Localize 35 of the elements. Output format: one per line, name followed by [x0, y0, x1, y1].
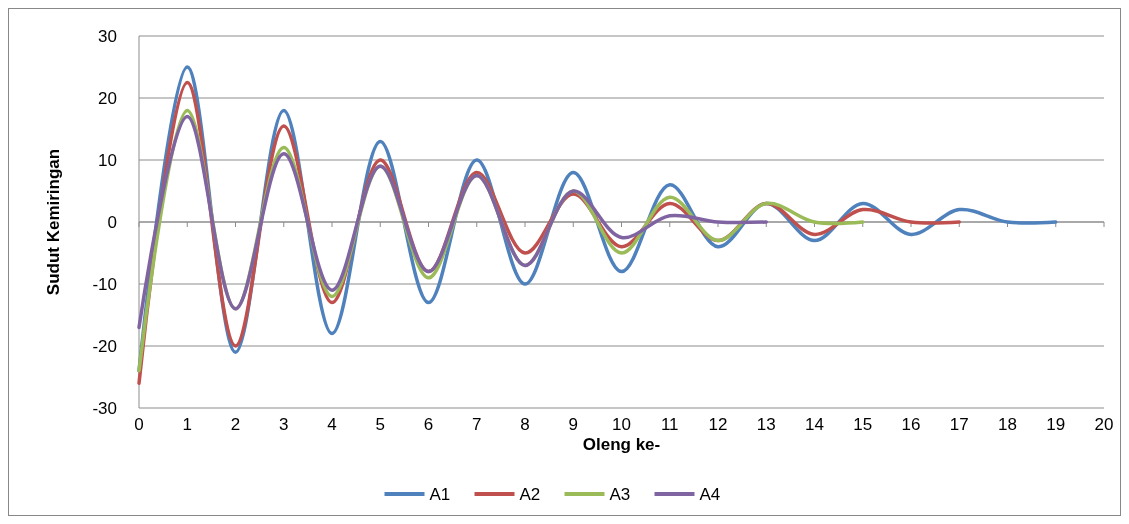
- x-tick-label: 6: [423, 415, 434, 434]
- x-tick-label: 17: [949, 415, 969, 434]
- y-tick-label: 0: [107, 213, 117, 232]
- x-tick-label: 19: [1046, 415, 1066, 434]
- x-tick-label: 11: [660, 415, 679, 434]
- x-tick-label: 5: [375, 415, 385, 434]
- x-tick-label: 18: [998, 415, 1017, 434]
- legend-label: A2: [519, 485, 541, 504]
- x-tick-label: 15: [853, 415, 873, 434]
- x-tick-label: 12: [708, 415, 728, 434]
- x-tick-label: 1: [182, 415, 192, 434]
- x-tick-label: 13: [756, 415, 776, 434]
- legend-label: A3: [609, 485, 631, 504]
- y-tick-label: -20: [92, 337, 117, 356]
- x-tick-label: 7: [472, 415, 482, 434]
- y-tick-label: -30: [92, 399, 117, 418]
- line-series: [137, 114, 768, 330]
- x-tick-label: 9: [568, 415, 578, 434]
- x-axis-title: Oleng ke-: [582, 435, 661, 454]
- x-tick-label: 4: [327, 415, 337, 434]
- legend-label: A1: [429, 485, 451, 504]
- x-tick-label: 2: [230, 415, 241, 434]
- y-tick-label: 10: [98, 151, 117, 170]
- y-tick-label: 30: [98, 27, 117, 46]
- y-tick-label: -10: [92, 275, 117, 294]
- x-tick-label: 8: [520, 415, 530, 434]
- x-tick-label: 20: [1094, 415, 1114, 434]
- x-tick-label: 14: [805, 415, 824, 434]
- y-tick-label: 20: [98, 89, 117, 108]
- x-tick-label: 0: [134, 415, 144, 434]
- y-axis-title: Sudut Kemiringan: [44, 148, 63, 296]
- x-tick-label: 3: [279, 415, 289, 434]
- x-tick-label: 16: [901, 415, 921, 434]
- legend-label: A4: [699, 485, 721, 504]
- x-tick-label: 10: [612, 415, 631, 434]
